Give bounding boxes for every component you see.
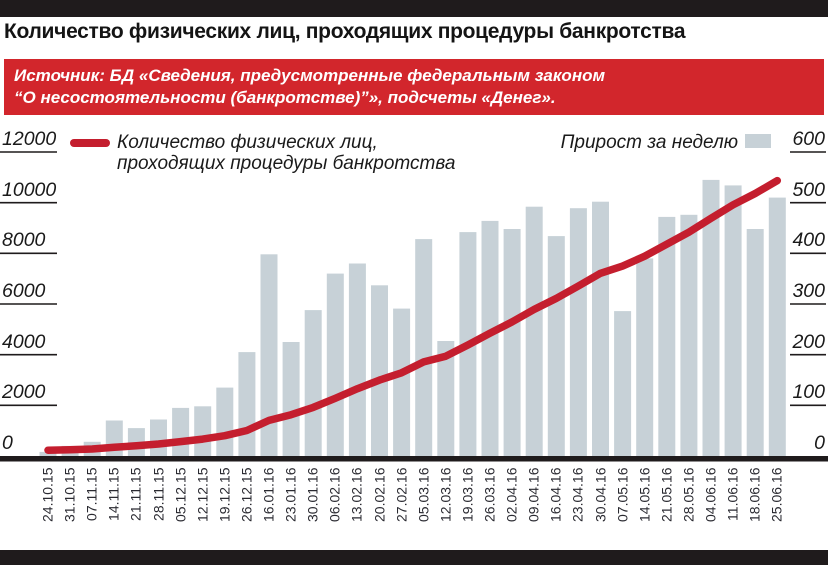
right-axis-tick-label: 500 (792, 179, 825, 201)
weekly-increase-bar (437, 341, 455, 456)
right-axis-tick-label: 600 (792, 128, 825, 150)
x-axis-date-label: 30.04.16 (592, 467, 608, 523)
x-axis-date-label: 31.10.15 (61, 467, 78, 523)
x-axis-date-label: 21.11.15 (127, 467, 144, 521)
right-axis-tick-label: 100 (792, 381, 825, 403)
x-axis-date-label: 16.04.16 (547, 467, 564, 523)
weekly-increase-bar (525, 206, 543, 456)
line-legend-label: Количество физических лиц, проходящих пр… (117, 132, 455, 174)
left-axis-tick-label: 6000 (2, 280, 46, 302)
x-axis-baseline (0, 456, 828, 462)
weekly-increase-bar (304, 310, 322, 456)
right-axis-tick-label: 400 (792, 229, 825, 251)
x-axis-date-label: 28.11.15 (150, 467, 166, 521)
weekly-increase-bar (702, 179, 720, 456)
x-axis-date-label: 07.11.15 (83, 467, 100, 521)
x-axis-date-label: 12.12.15 (194, 467, 211, 523)
bar-legend-label: Прирост за неделю (560, 132, 738, 153)
x-axis-date-label: 09.04.16 (525, 467, 542, 523)
page-title: Количество физических лиц, проходящих пр… (4, 20, 686, 43)
weekly-increase-bar (503, 229, 521, 456)
weekly-increase-bar (614, 311, 632, 456)
weekly-increase-bar (680, 214, 698, 456)
bar-legend-swatch (745, 134, 771, 148)
weekly-increase-bar (150, 419, 167, 456)
x-axis-date-label: 13.02.16 (348, 467, 365, 523)
weekly-increase-bar (260, 254, 278, 456)
left-axis-tick-label: 8000 (2, 229, 46, 251)
left-axis-tick-label: 10000 (2, 179, 57, 201)
weekly-increase-bar (724, 185, 742, 456)
x-axis-date-label: 19.12.15 (216, 467, 233, 523)
weekly-increase-bar (636, 258, 654, 456)
x-axis-date-label: 05.03.16 (415, 467, 432, 523)
x-axis-date-label: 11.06.16 (724, 467, 741, 521)
weekly-increase-bar (371, 285, 388, 456)
source-line-2: “О несостоятельности (банкротстве)”», по… (14, 88, 556, 107)
weekly-increase-bar (393, 308, 411, 456)
x-axis-date-label: 02.04.16 (503, 467, 520, 523)
x-axis-date-label: 20.02.16 (371, 467, 387, 523)
weekly-increase-bar (547, 236, 565, 456)
x-axis-date-label: 06.02.16 (326, 467, 343, 523)
x-axis-date-label: 16.01.16 (260, 467, 277, 523)
cumulative-bankruptcies-line (44, 176, 782, 454)
weekly-increase-bar (658, 216, 676, 456)
top-black-strip (0, 0, 828, 17)
x-axis-date-label: 27.02.16 (393, 467, 410, 523)
x-axis-date-label: 14.05.16 (636, 467, 653, 523)
left-axis-tick-label: 4000 (2, 331, 46, 353)
weekly-increase-bar (569, 208, 587, 456)
weekly-increase-bar (282, 342, 300, 456)
weekly-increase-bar (415, 239, 433, 456)
x-axis-date-label: 04.06.16 (702, 467, 719, 523)
weekly-increase-bar (768, 197, 786, 456)
right-axis-tick-label: 200 (792, 331, 825, 353)
weekly-increase-bar (746, 229, 764, 456)
x-axis-date-label: 23.04.16 (569, 467, 586, 523)
weekly-increase-bar (326, 273, 344, 456)
line-legend-label-line2: проходящих процедуры банкротства (117, 153, 456, 174)
weekly-increase-bar (194, 406, 212, 456)
x-axis-date-label: 24.10.15 (39, 467, 56, 523)
weekly-increase-bar (592, 201, 609, 456)
x-axis-date-label: 07.05.16 (614, 467, 631, 523)
weekly-increase-bar (238, 352, 256, 456)
left-axis-tick-label: 0 (2, 432, 13, 454)
left-axis-tick-label: 12000 (2, 128, 57, 150)
weekly-increase-bar (481, 220, 499, 456)
x-axis-date-label: 21.05.16 (658, 467, 675, 523)
source-box: Источник: БД «Сведения, предусмотренные … (4, 59, 824, 115)
x-axis-date-label: 05.12.15 (172, 467, 189, 523)
bottom-black-strip (0, 550, 828, 565)
right-axis-tick-label: 300 (792, 280, 825, 302)
x-axis-date-label: 28.05.16 (680, 467, 697, 523)
x-axis-date-label: 23.01.16 (282, 467, 299, 523)
weekly-increase-bar (216, 387, 234, 456)
line-legend-label-line1: Количество физических лиц, (117, 132, 378, 153)
x-axis-date-label: 14.11.15 (105, 467, 122, 521)
weekly-increase-bar (39, 451, 57, 456)
x-axis-date-label: 30.01.16 (304, 467, 321, 523)
x-axis-date-label: 26.12.15 (238, 467, 255, 523)
source-line-1: Источник: БД «Сведения, предусмотренные … (14, 66, 606, 85)
x-axis-date-label: 19.03.16 (459, 467, 476, 523)
x-axis-date-label: 25.06.16 (768, 467, 785, 523)
x-axis-date-label: 12.03.16 (437, 467, 454, 523)
x-axis-date-label: 26.03.16 (481, 467, 498, 523)
line-legend-swatch (70, 139, 110, 147)
x-axis-date-label: 18.06.16 (746, 467, 763, 523)
weekly-increase-bar (172, 407, 190, 456)
weekly-increase-bar (348, 263, 366, 456)
right-axis-tick-label: 0 (814, 432, 825, 454)
left-axis-tick-label: 2000 (2, 381, 46, 403)
